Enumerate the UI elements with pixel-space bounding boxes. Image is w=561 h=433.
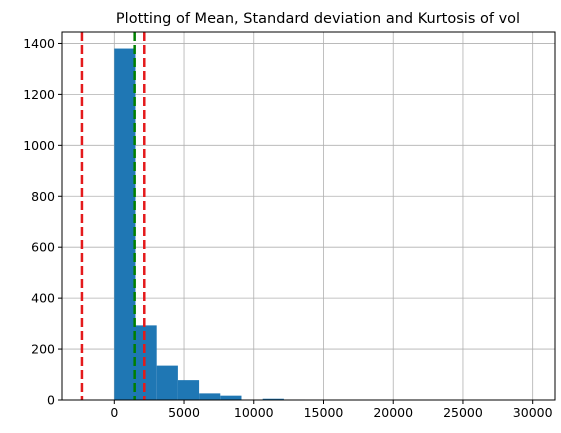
y-tick-label: 1200 — [23, 87, 55, 102]
x-tick-label: 30000 — [513, 405, 553, 420]
histogram-bar — [177, 380, 200, 400]
y-tick-label: 400 — [31, 291, 55, 306]
chart-title: Plotting of Mean, Standard deviation and… — [116, 11, 520, 27]
histogram-bar — [220, 395, 242, 400]
histogram-bar — [135, 325, 157, 400]
histogram-bar — [199, 393, 221, 400]
histogram-bar — [114, 48, 136, 400]
x-tick-label: 5000 — [168, 405, 200, 420]
histogram-bar — [262, 398, 284, 400]
y-tick-label: 1400 — [23, 36, 55, 51]
y-tick-label: 1000 — [23, 138, 55, 153]
x-tick-label: 25000 — [443, 405, 483, 420]
x-tick-label: 20000 — [373, 405, 413, 420]
histogram-bar — [156, 365, 178, 400]
reference-lines — [80, 32, 146, 400]
x-tick-label: 15000 — [304, 405, 344, 420]
y-tick-label: 0 — [47, 393, 55, 408]
plot-frame — [61, 31, 556, 401]
axis-ticks: 0 5000 10000 15000 20000 25000 30000 0 200 400 600… — [23, 36, 552, 420]
y-tick-label: 200 — [31, 342, 55, 357]
x-tick-label: 10000 — [234, 405, 274, 420]
y-tick-label: 800 — [31, 189, 55, 204]
x-tick-label: 0 — [110, 405, 118, 420]
y-tick-label: 600 — [31, 240, 55, 255]
histogram-bars — [114, 48, 539, 400]
